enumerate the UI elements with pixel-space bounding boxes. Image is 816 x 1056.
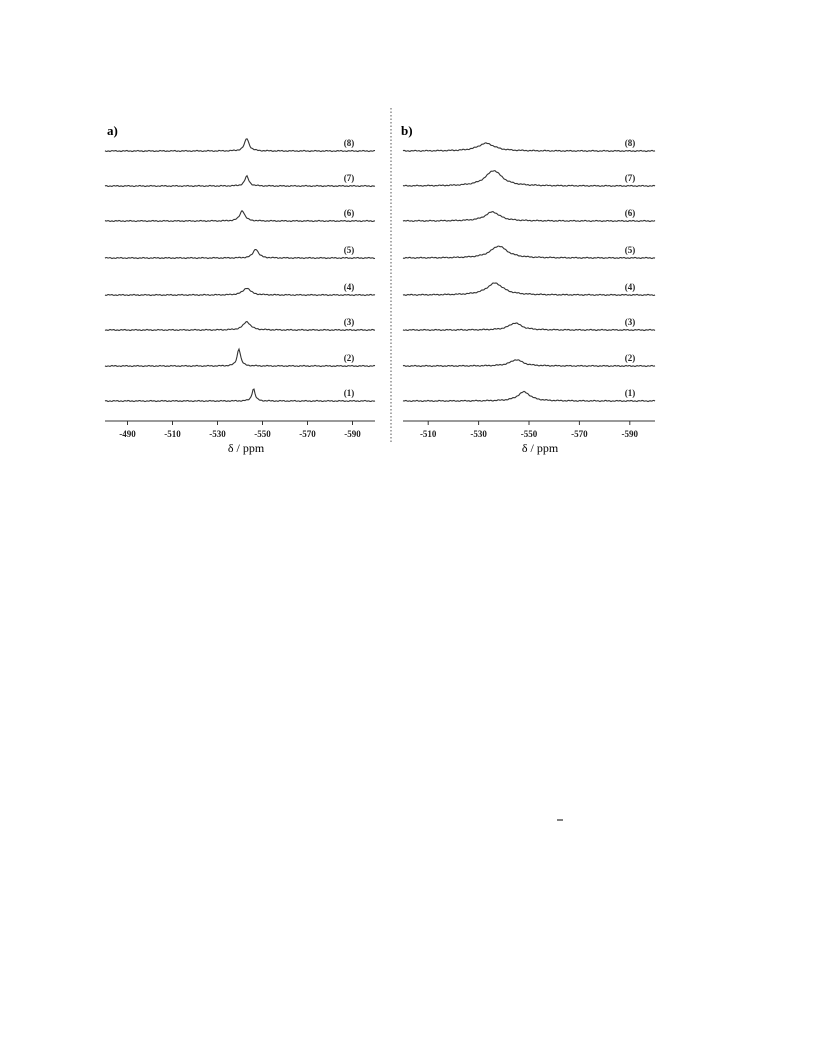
panel-a: a) (1) (2) (3) (4) (5) (6) (7) (8) -490 -510 -530… <box>104 123 376 455</box>
panel-b-ticks <box>427 421 631 425</box>
panel-a-trace-6 <box>104 209 376 223</box>
panel-b-trace-4 <box>402 282 656 297</box>
panel-a-x-axis-label: δ / ppm <box>228 441 265 455</box>
panel-b-trace-5 <box>402 245 656 260</box>
panel-b-trace-3 <box>402 322 656 332</box>
panel-a-trace-7 <box>104 174 376 188</box>
panel-b: b) (1) (2) (3) (4) (5) (6) (7) (8) -510 -530 -550… <box>401 123 656 455</box>
panel-b-trace-label-7: (7) <box>625 173 636 183</box>
panel-b-trace-labels: (1) (2) (3) (4) (5) (6) (7) (8) <box>625 138 636 398</box>
panel-a-trace-5 <box>104 248 376 260</box>
panel-a-trace-label-3: (3) <box>344 317 355 327</box>
panel-b-trace-label-4: (4) <box>625 282 636 292</box>
panel-a-trace-label-6: (6) <box>344 208 355 218</box>
panel-a-trace-label-2: (2) <box>344 353 355 363</box>
panel-b-label: b) <box>401 123 413 138</box>
panel-a-trace-labels: (1) (2) (3) (4) (5) (6) (7) (8) <box>344 138 355 398</box>
panel-a-trace-1 <box>104 388 376 403</box>
panel-b-traces <box>402 142 656 403</box>
panel-b-tick-label: -510 <box>420 429 437 439</box>
panel-a-trace-4 <box>104 287 376 297</box>
panel-a-label: a) <box>107 123 118 138</box>
panel-b-trace-6 <box>402 211 656 223</box>
panel-a-trace-label-1: (1) <box>344 388 355 398</box>
panel-b-trace-2 <box>402 359 656 368</box>
panel-a-tick-label: -490 <box>119 429 136 439</box>
panel-a-trace-label-8: (8) <box>344 138 355 148</box>
panel-a-tick-label: -590 <box>344 429 361 439</box>
panel-a-trace-3 <box>104 320 376 332</box>
panel-a-tick-label: -570 <box>299 429 316 439</box>
panel-a-trace-8 <box>104 138 376 153</box>
panel-b-trace-label-1: (1) <box>625 388 636 398</box>
panel-b-tick-label: -550 <box>521 429 538 439</box>
panel-b-trace-label-2: (2) <box>625 353 636 363</box>
panel-a-ticks <box>127 421 353 425</box>
panel-b-trace-1 <box>402 390 656 403</box>
panel-b-trace-label-5: (5) <box>625 245 636 255</box>
panel-a-traces <box>104 138 376 403</box>
panel-a-tick-labels: -490 -510 -530 -550 -570 -590 <box>119 429 361 439</box>
panel-b-tick-label: -530 <box>470 429 487 439</box>
panel-a-trace-label-4: (4) <box>344 282 355 292</box>
panel-b-tick-label: -570 <box>571 429 588 439</box>
panel-b-trace-8 <box>402 142 656 153</box>
panel-a-trace-label-7: (7) <box>344 173 355 183</box>
panel-b-tick-label: -590 <box>622 429 639 439</box>
panel-b-trace-7 <box>402 170 656 188</box>
panel-b-trace-label-3: (3) <box>625 317 636 327</box>
panel-a-tick-label: -530 <box>209 429 226 439</box>
panel-a-tick-label: -550 <box>254 429 271 439</box>
panel-b-trace-label-6: (6) <box>625 208 636 218</box>
panel-b-x-axis-label: δ / ppm <box>522 441 559 455</box>
panel-a-tick-label: -510 <box>164 429 181 439</box>
panel-a-trace-2 <box>104 347 376 368</box>
panel-b-tick-labels: -510 -530 -550 -570 -590 <box>420 429 639 439</box>
panel-b-trace-label-8: (8) <box>625 138 636 148</box>
panel-a-trace-label-5: (5) <box>344 245 355 255</box>
